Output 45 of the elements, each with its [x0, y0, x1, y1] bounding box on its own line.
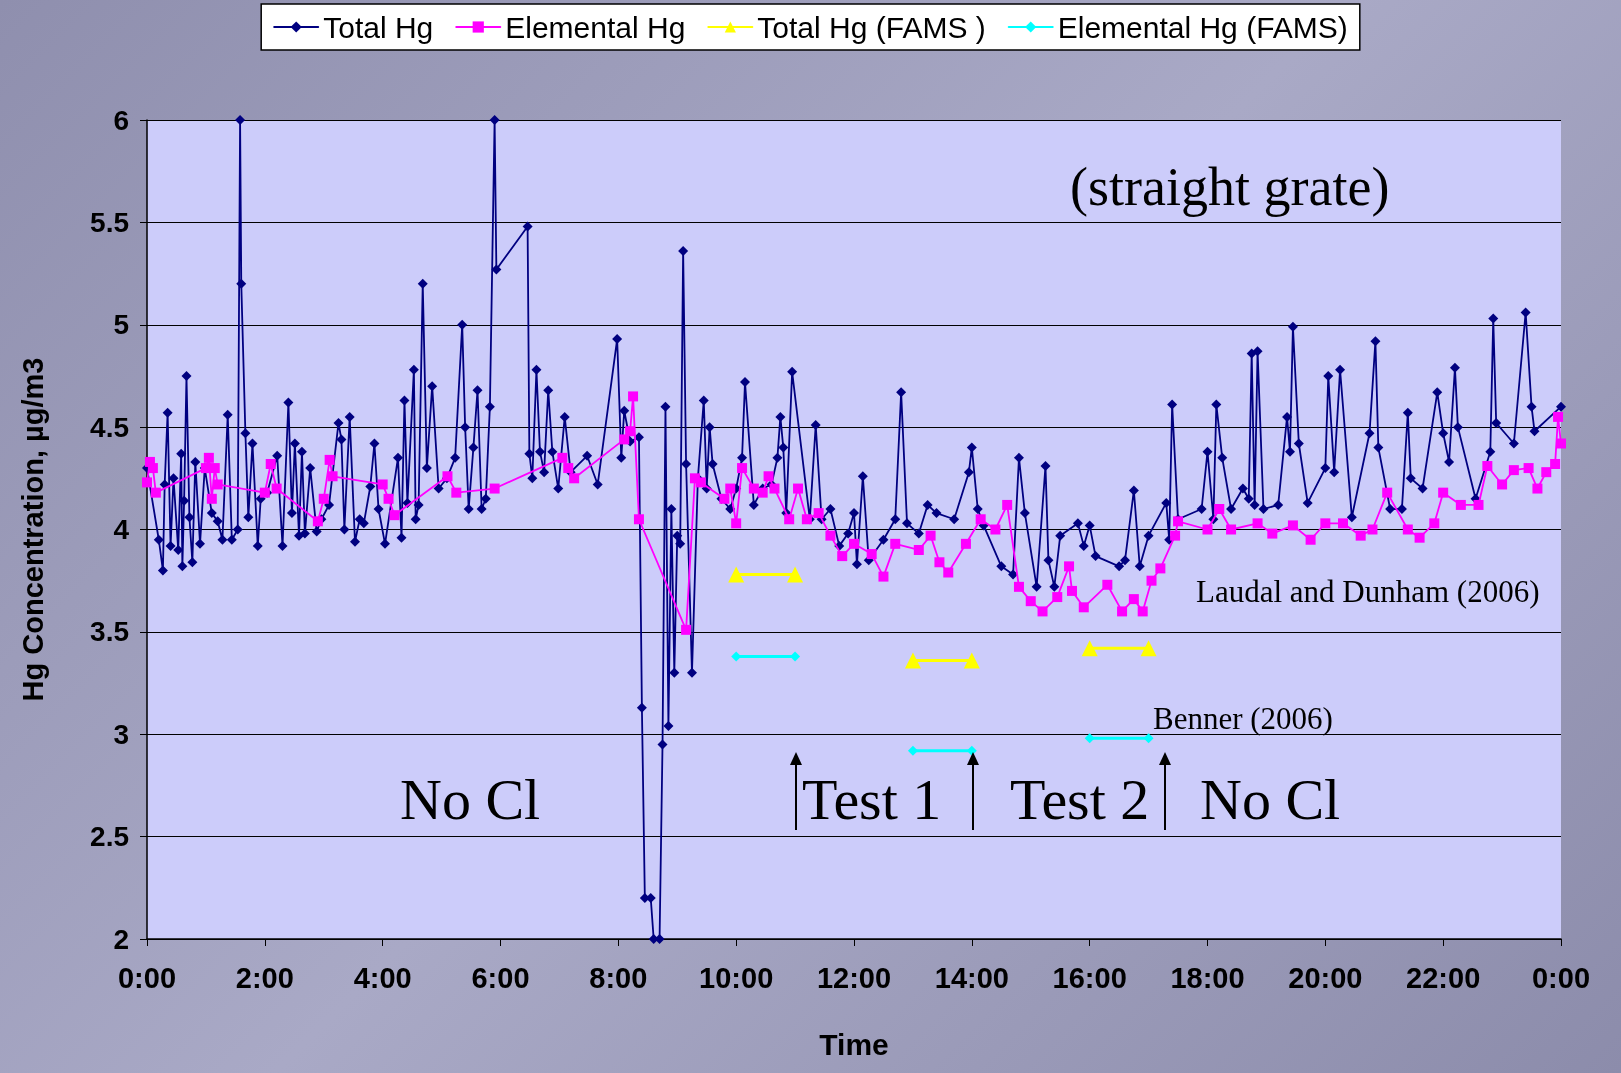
x-tick-label: 8:00 — [589, 961, 648, 994]
annotation: Laudal and Dunham (2006) — [1196, 574, 1540, 609]
legend-label: Elemental Hg — [505, 10, 686, 44]
point — [1143, 733, 1154, 744]
point — [1084, 733, 1095, 744]
y-tick-label: 4 — [113, 514, 130, 545]
legend-label: Total Hg — [323, 10, 434, 44]
point — [1140, 640, 1157, 657]
y-tick-label: 3 — [113, 718, 129, 750]
y-tick-label: 6 — [113, 104, 129, 136]
x-tick-label: 12:00 — [816, 961, 892, 994]
annotation: Benner (2006) — [1153, 701, 1333, 736]
annotation: Test 2 — [1010, 766, 1150, 832]
x-tick-label: 14:00 — [934, 961, 1009, 994]
point — [1081, 640, 1098, 657]
point — [907, 745, 918, 756]
point — [787, 566, 804, 583]
point — [904, 652, 921, 669]
x-tick-label: 20:00 — [1288, 961, 1363, 994]
point — [790, 651, 801, 662]
x-tick-label: 0:00 — [1531, 961, 1591, 994]
x-tick-label: 10:00 — [699, 961, 774, 994]
x-tick-label: 22:00 — [1406, 961, 1481, 994]
y-axis-title: Hg Concentration, µg/m3 — [16, 357, 49, 702]
x-tick-label: 6:00 — [471, 961, 530, 994]
x-tick-label: 2:00 — [235, 961, 294, 994]
x-tick-label: 18:00 — [1170, 961, 1245, 994]
legend-label: Elemental Hg (FAMS) — [1057, 10, 1348, 44]
x-tick-label: 0:00 — [117, 961, 177, 994]
annotation: Test 1 — [802, 766, 942, 832]
x-axis-title: Time — [819, 1027, 889, 1061]
y-tick-label: 2.5 — [90, 821, 129, 853]
annotation: (straight grate) — [1070, 157, 1390, 217]
point — [728, 566, 745, 583]
y-tick-label: 5.5 — [90, 206, 129, 238]
x-tick-label: 16:00 — [1052, 961, 1127, 994]
annotation: No Cl — [1200, 766, 1341, 832]
y-tick-label: 2 — [113, 923, 129, 955]
legend-label: Total Hg (FAMS ) — [757, 10, 986, 44]
annotation: No Cl — [400, 766, 541, 832]
x-tick-label: 4:00 — [353, 961, 412, 994]
point — [963, 652, 980, 669]
y-tick-label: 5 — [113, 309, 129, 341]
y-tick-label: 3.5 — [90, 616, 129, 648]
y-tick-label: 4.5 — [90, 411, 129, 443]
